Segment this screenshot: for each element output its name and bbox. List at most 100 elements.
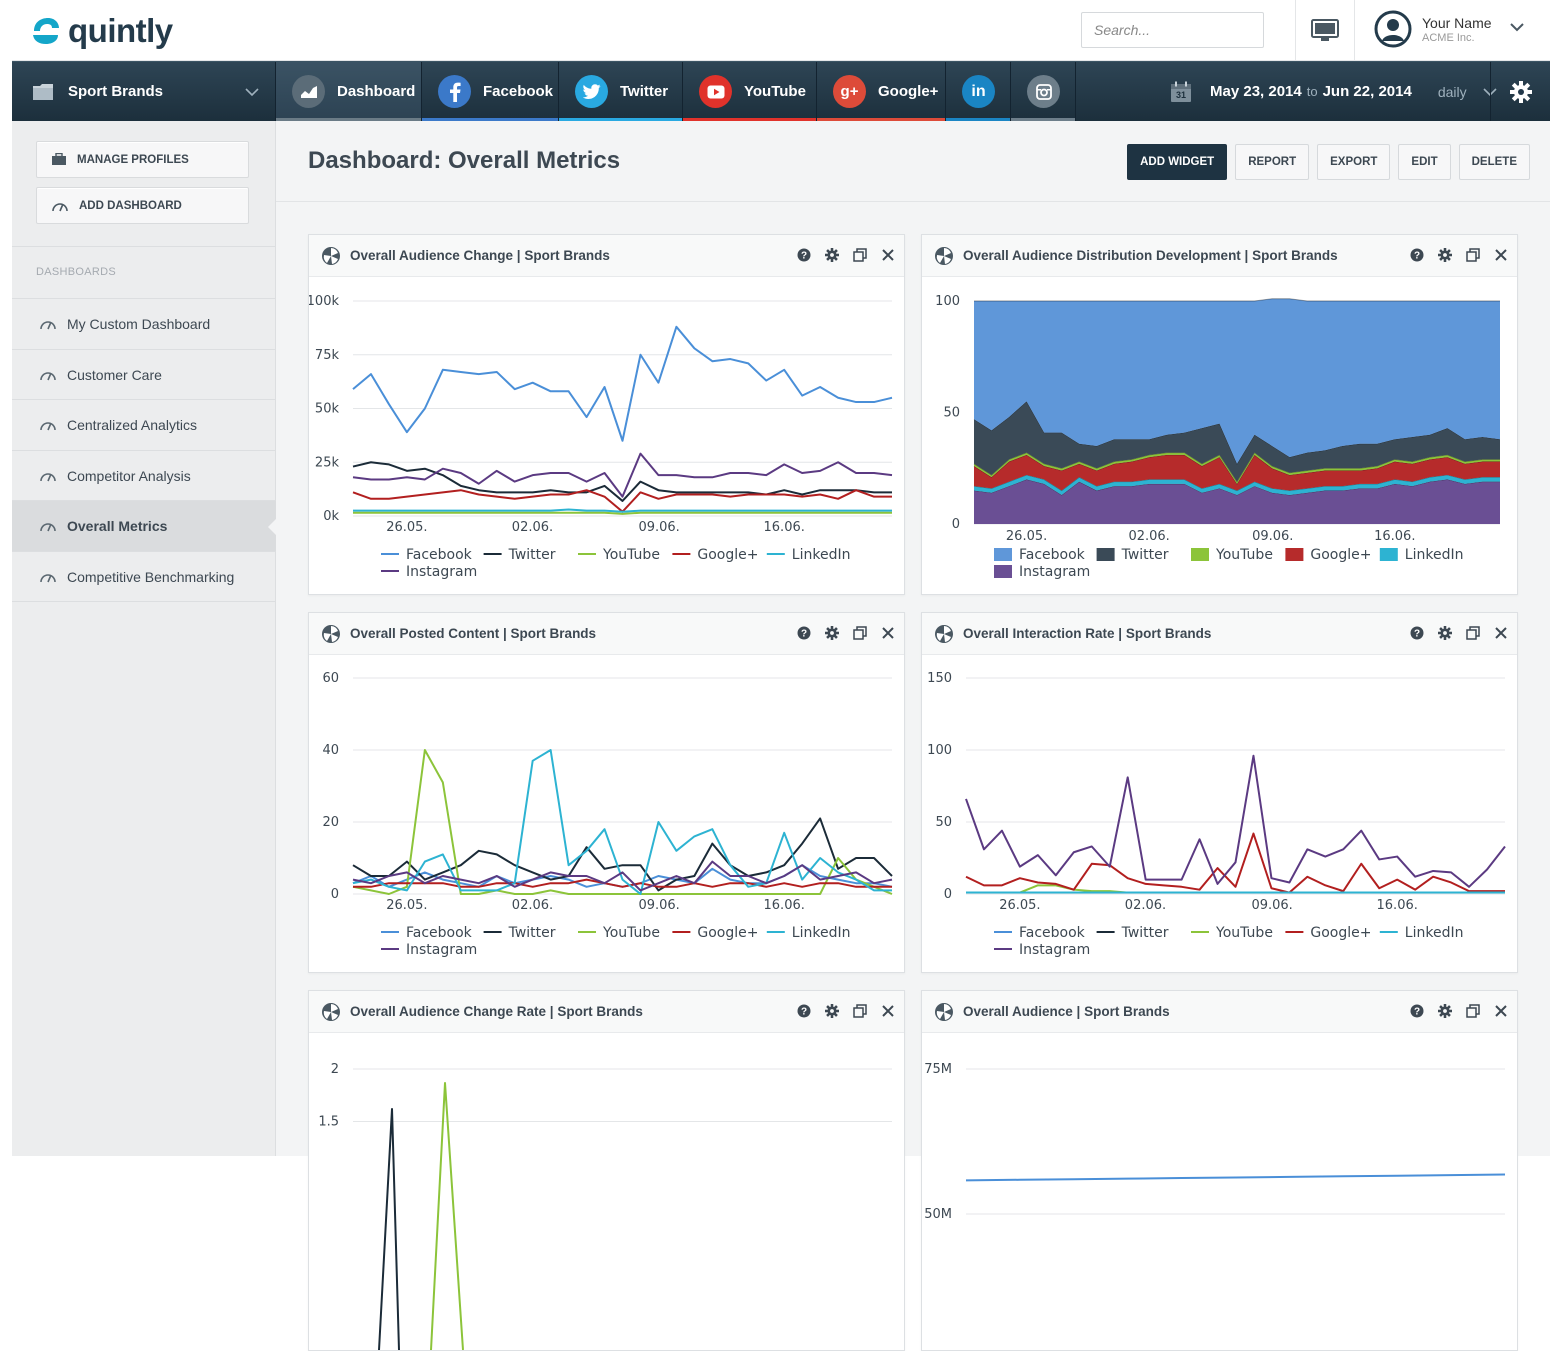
legend-label[interactable]: Facebook xyxy=(1019,547,1086,563)
tab-facebook[interactable]: Facebook xyxy=(422,62,559,121)
sidebar-item-competitive-benchmarking[interactable]: Competitive Benchmarking xyxy=(12,551,276,602)
gear-icon[interactable] xyxy=(824,247,840,263)
help-icon[interactable]: ? xyxy=(796,247,812,263)
chevron-down-icon[interactable] xyxy=(1510,22,1524,32)
y-tick-label: 50M xyxy=(924,1207,952,1222)
tab-google-plus[interactable]: g+ Google+ xyxy=(817,62,946,121)
legend-label[interactable]: YouTube xyxy=(602,925,660,941)
legend-label[interactable]: Google+ xyxy=(697,925,758,941)
date-range-picker[interactable]: 31 May 23, 2014 to Jun 22, 2014 daily xyxy=(1170,62,1497,121)
legend-label[interactable]: LinkedIn xyxy=(792,547,851,563)
sidebar-item-my-custom-dashboard[interactable]: My Custom Dashboard xyxy=(12,298,276,349)
gear-icon[interactable] xyxy=(1437,625,1453,641)
edit-button[interactable]: EDIT xyxy=(1398,144,1451,180)
expand-icon[interactable] xyxy=(852,625,868,641)
legend-label[interactable]: Twitter xyxy=(1121,925,1169,941)
help-icon[interactable]: ? xyxy=(796,1003,812,1019)
tab-instagram[interactable] xyxy=(1011,62,1076,121)
legend-label[interactable]: Instagram xyxy=(406,942,477,958)
help-icon[interactable]: ? xyxy=(1409,1003,1425,1019)
legend-label[interactable]: Google+ xyxy=(1310,547,1371,563)
chart-widget: Overall Audience Distribution Developmen… xyxy=(921,234,1518,595)
search-input[interactable] xyxy=(1081,12,1264,48)
manage-profiles-button[interactable]: MANAGE PROFILES xyxy=(36,141,249,178)
x-tick-label: 16.06. xyxy=(764,520,805,535)
linkedin-icon: in xyxy=(962,75,995,108)
close-icon[interactable] xyxy=(880,1003,896,1019)
brand-name: quintly xyxy=(68,12,173,49)
widget-tools: ? xyxy=(1409,247,1509,263)
sidebar-item-customer-care[interactable]: Customer Care xyxy=(12,349,276,400)
delete-button[interactable]: DELETE xyxy=(1458,144,1530,180)
user-menu[interactable]: Your Name ACME Inc. xyxy=(1374,10,1492,48)
legend-label[interactable]: Twitter xyxy=(508,547,556,563)
legend-label[interactable]: YouTube xyxy=(1215,925,1273,941)
legend-label[interactable]: Facebook xyxy=(1019,925,1086,941)
y-tick-label: 75k xyxy=(315,348,340,363)
date-to: Jun 22, 2014 xyxy=(1322,83,1412,100)
tab-twitter[interactable]: Twitter xyxy=(559,62,683,121)
legend-label[interactable]: Twitter xyxy=(508,925,556,941)
close-icon[interactable] xyxy=(1493,247,1509,263)
x-tick-label: 02.06. xyxy=(512,898,553,913)
add-dashboard-button[interactable]: ADD DASHBOARD xyxy=(36,187,249,224)
y-tick-label: 100 xyxy=(927,743,952,758)
legend-label[interactable]: Facebook xyxy=(406,547,473,563)
x-tick-label: 09.06. xyxy=(638,520,679,535)
export-button[interactable]: EXPORT xyxy=(1317,144,1391,180)
chart-widget: Overall Interaction Rate | Sport Brands … xyxy=(921,612,1518,973)
legend-label[interactable]: Google+ xyxy=(1310,925,1371,941)
sidebar-item-competitor-analysis[interactable]: Competitor Analysis xyxy=(12,450,276,501)
tab-underline xyxy=(1011,118,1075,121)
expand-icon[interactable] xyxy=(1465,625,1481,641)
sidebar-item-overall-metrics[interactable]: Overall Metrics xyxy=(12,500,277,551)
sidebar-item-centralized-analytics[interactable]: Centralized Analytics xyxy=(12,399,276,450)
close-icon[interactable] xyxy=(880,625,896,641)
legend-label[interactable]: LinkedIn xyxy=(1405,925,1464,941)
legend-label[interactable]: Twitter xyxy=(1121,547,1169,563)
legend-label[interactable]: YouTube xyxy=(1215,547,1273,563)
line-twitter xyxy=(378,1108,400,1350)
svg-text:?: ? xyxy=(1414,251,1420,262)
chart-widget-icon xyxy=(935,246,953,265)
widget-tools: ? xyxy=(796,1003,896,1019)
legend-label[interactable]: Instagram xyxy=(406,564,477,580)
report-button[interactable]: REPORT xyxy=(1235,144,1310,180)
add-widget-button[interactable]: ADD WIDGET xyxy=(1127,144,1228,180)
close-icon[interactable] xyxy=(880,247,896,263)
gear-icon[interactable] xyxy=(824,625,840,641)
legend-label[interactable]: Facebook xyxy=(406,925,473,941)
expand-icon[interactable] xyxy=(1465,247,1481,263)
chart-widget-icon xyxy=(322,1002,340,1021)
gear-icon[interactable] xyxy=(824,1003,840,1019)
legend-label[interactable]: YouTube xyxy=(602,547,660,563)
help-icon[interactable]: ? xyxy=(796,625,812,641)
tab-linkedin[interactable]: in xyxy=(946,62,1011,121)
widget-header: Overall Audience Distribution Developmen… xyxy=(922,235,1517,277)
close-icon[interactable] xyxy=(1493,625,1509,641)
gear-icon[interactable] xyxy=(1437,1003,1453,1019)
expand-icon[interactable] xyxy=(1465,1003,1481,1019)
chart-widget-icon xyxy=(935,624,953,643)
legend-swatch xyxy=(1096,548,1115,561)
x-tick-label: 16.06. xyxy=(1377,898,1418,913)
quintly-logo[interactable]: quintly xyxy=(30,12,173,50)
profile-group-selector[interactable]: Sport Brands xyxy=(12,62,276,121)
expand-icon[interactable] xyxy=(852,247,868,263)
legend-label[interactable]: Instagram xyxy=(1019,564,1090,580)
tab-youtube[interactable]: YouTube xyxy=(683,62,817,121)
expand-icon[interactable] xyxy=(852,1003,868,1019)
legend-label[interactable]: LinkedIn xyxy=(1405,547,1464,563)
legend-label[interactable]: Instagram xyxy=(1019,942,1090,958)
legend-label[interactable]: Google+ xyxy=(697,547,758,563)
close-icon[interactable] xyxy=(1493,1003,1509,1019)
facebook-icon xyxy=(438,75,471,108)
help-icon[interactable]: ? xyxy=(1409,247,1425,263)
help-icon[interactable]: ? xyxy=(1409,625,1425,641)
monitor-button[interactable] xyxy=(1295,0,1355,61)
gear-icon[interactable] xyxy=(1437,247,1453,263)
settings-button[interactable] xyxy=(1490,62,1550,121)
granularity-select[interactable]: daily xyxy=(1437,83,1467,100)
legend-label[interactable]: LinkedIn xyxy=(792,925,851,941)
tab-dashboard[interactable]: Dashboard xyxy=(276,62,422,121)
